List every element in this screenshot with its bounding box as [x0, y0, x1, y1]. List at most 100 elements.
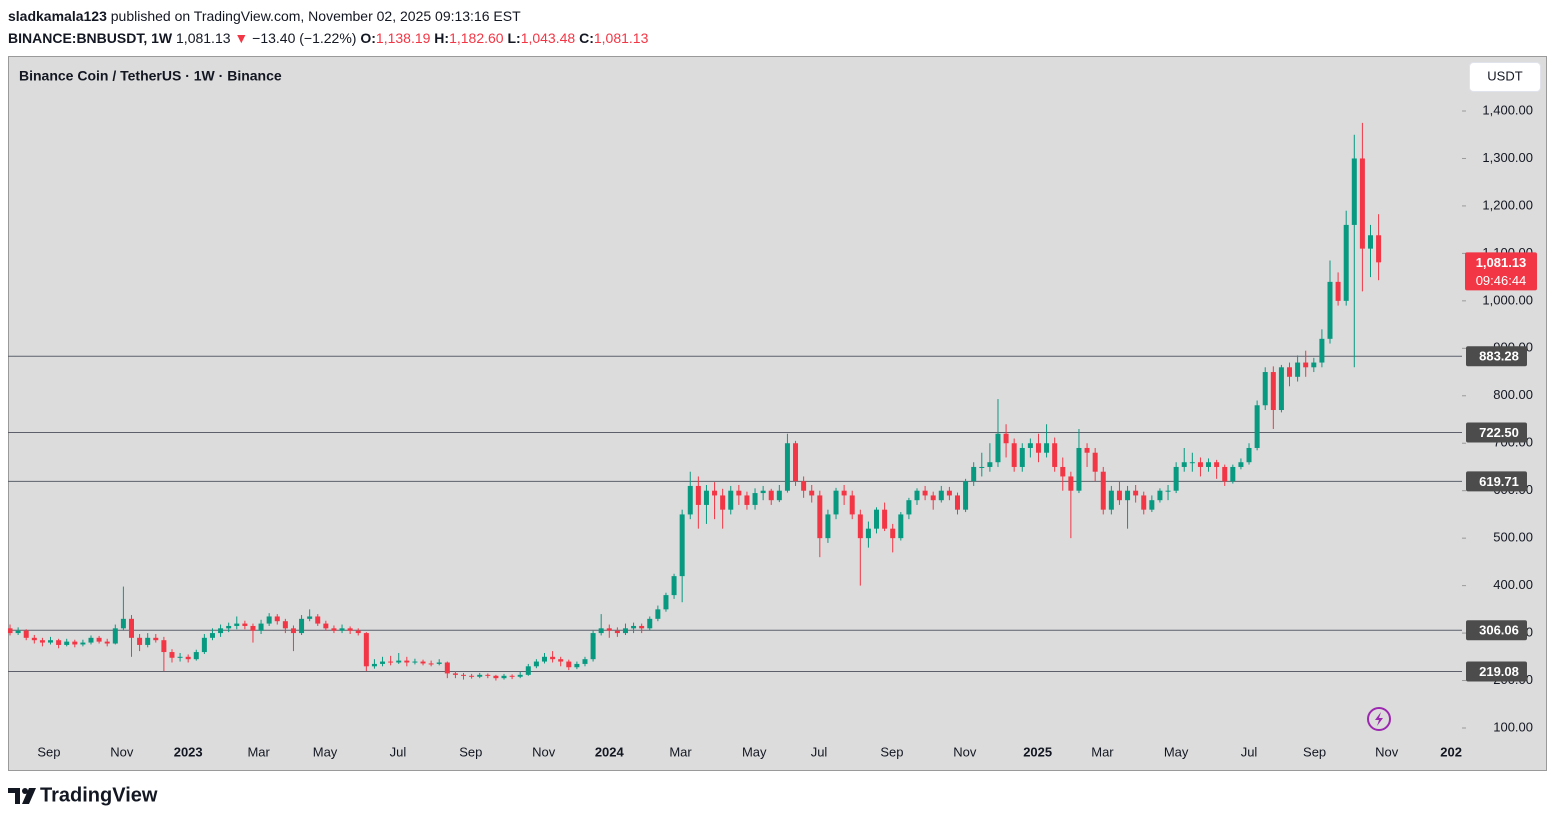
candle-body [728, 490, 734, 510]
candle-body [452, 673, 458, 675]
candle-body [290, 628, 296, 634]
candle-body [525, 666, 531, 675]
candle-body [444, 662, 450, 674]
candle-body [1019, 447, 1025, 467]
candle-body [469, 675, 475, 677]
y-tick-label: 100.00 [1493, 719, 1533, 734]
candle-body [39, 640, 45, 643]
candle-body [218, 628, 224, 634]
candle-body [88, 637, 94, 643]
candle-body [1108, 490, 1114, 510]
candle-body [1133, 490, 1139, 496]
candle-body [380, 661, 386, 664]
candle-body [712, 490, 718, 496]
candle-body [258, 623, 264, 631]
candle-body [161, 640, 167, 653]
x-tick-label: May [313, 744, 338, 759]
candle-body [112, 628, 118, 644]
candle-body [1206, 462, 1212, 467]
level-badge [1466, 620, 1527, 641]
candle-body [120, 618, 126, 629]
price-axis: 100.00200.00300.00400.00500.00600.00700.… [1462, 102, 1537, 734]
x-tick-label: May [742, 744, 767, 759]
candle-body [744, 495, 750, 505]
low: 1,043.48 [520, 30, 576, 46]
candle-body [655, 609, 661, 619]
level-label: 219.08 [1479, 664, 1519, 679]
candle-body [1068, 476, 1074, 491]
candle-body [339, 628, 345, 631]
logo [8, 788, 36, 804]
close: 1,081.13 [593, 30, 649, 46]
candle-body [801, 481, 807, 491]
candle-body [1351, 158, 1357, 225]
candle-body [201, 637, 207, 653]
candle-body [566, 661, 572, 668]
candle-body [833, 490, 839, 515]
candle-body [1278, 367, 1284, 411]
candle-body [768, 490, 774, 501]
candle-body [671, 576, 677, 596]
candle-body [15, 630, 21, 634]
x-tick-label: Jul [811, 744, 828, 759]
candle-body [874, 509, 880, 529]
symbol-line: BINANCE:BNBUSDT, 1W 1,081.13 ▼ −13.40 (−… [8, 30, 648, 46]
candle-body [1327, 281, 1333, 339]
x-tick-label: Sep [1303, 744, 1326, 759]
candle-body [1246, 447, 1252, 463]
y-tick-label: 1,200.00 [1482, 197, 1533, 212]
candle-body [250, 625, 256, 631]
candle-body [282, 621, 288, 629]
level-badge [1466, 661, 1527, 682]
candle-body [1197, 462, 1203, 467]
candle-body [104, 641, 110, 644]
y-tick-label: 1,400.00 [1482, 102, 1533, 117]
candle-body [784, 443, 790, 491]
candle-body [404, 660, 410, 663]
candle-body [331, 628, 337, 631]
candle-body [1367, 235, 1373, 249]
candle-body [1230, 466, 1236, 482]
candle-body [622, 628, 628, 634]
candle-body [128, 618, 134, 638]
candle-body [1214, 462, 1220, 467]
publish-line: sladkamala123 published on TradingView.c… [8, 8, 521, 24]
candle-body [355, 630, 361, 634]
x-tick-label: May [1164, 744, 1189, 759]
candle-body [882, 509, 888, 529]
y-tick-label: 500.00 [1493, 530, 1533, 545]
level-label: 619.71 [1479, 474, 1519, 489]
candle-body [1084, 447, 1090, 453]
candle-body [809, 490, 815, 496]
candle-body [145, 637, 151, 645]
candle-body [736, 490, 742, 496]
x-tick-label: Sep [880, 744, 903, 759]
currency[interactable]: USDT [1487, 68, 1522, 83]
currency-button[interactable] [1469, 62, 1541, 92]
last: 1,081.13 [176, 30, 231, 46]
candle-body [477, 674, 483, 677]
candle-body [631, 625, 637, 629]
candle-body [890, 528, 896, 539]
candle-body [1319, 338, 1325, 363]
lightning-icon[interactable] [1367, 707, 1391, 731]
candle-body [938, 490, 944, 501]
candle-body [1165, 490, 1171, 492]
candle-body [1270, 372, 1276, 411]
candle-body [169, 652, 175, 658]
x-tick-label: Sep [37, 744, 60, 759]
candle-body [606, 628, 612, 631]
candle-body [517, 674, 523, 677]
candle-body [315, 616, 321, 624]
candle-body [687, 485, 693, 515]
candle-body [1262, 372, 1268, 406]
candle-body [1287, 367, 1293, 377]
candle-body [242, 623, 248, 626]
candle-body [428, 663, 434, 665]
candle-body [1254, 405, 1260, 448]
candle-body [574, 663, 580, 668]
candle-body [695, 485, 701, 505]
x-tick-label: Nov [532, 744, 556, 759]
candle-body [153, 637, 159, 641]
